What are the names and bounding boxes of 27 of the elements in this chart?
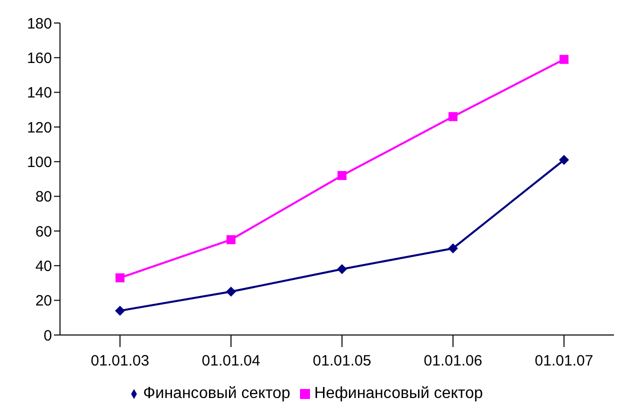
point <box>226 235 236 244</box>
legend-label: Финансовый сектор <box>143 385 290 402</box>
y-tick-label: 140 <box>26 84 52 102</box>
point <box>116 273 124 282</box>
x-tick-label: 01.01.03 <box>90 352 150 370</box>
legend-label: Нефинансовый сектор <box>314 385 483 402</box>
x-tick-label: 01.01.04 <box>202 352 260 370</box>
y-tick-label: 40 <box>35 258 52 275</box>
y-tick-label: 20 <box>35 292 52 310</box>
point <box>448 112 458 122</box>
y-tick-label: 60 <box>35 223 52 240</box>
y-tick-label: 160 <box>26 50 52 67</box>
x-tick-label: 01.01.06 <box>424 352 482 370</box>
point <box>226 286 236 297</box>
point <box>448 243 458 254</box>
point <box>337 264 347 274</box>
point <box>338 171 346 180</box>
y-tick-label: 80 <box>35 188 52 206</box>
y-tick-label: 180 <box>26 15 52 32</box>
x-tick-label: 01.01.07 <box>534 352 594 370</box>
y-tick-label: 120 <box>26 119 52 136</box>
point <box>559 154 569 165</box>
y-tick-label: 0 <box>44 327 52 344</box>
y-tick-label: 100 <box>26 154 52 171</box>
x-tick-label: 01.01.05 <box>312 352 372 370</box>
point <box>560 54 568 64</box>
point <box>115 306 125 316</box>
